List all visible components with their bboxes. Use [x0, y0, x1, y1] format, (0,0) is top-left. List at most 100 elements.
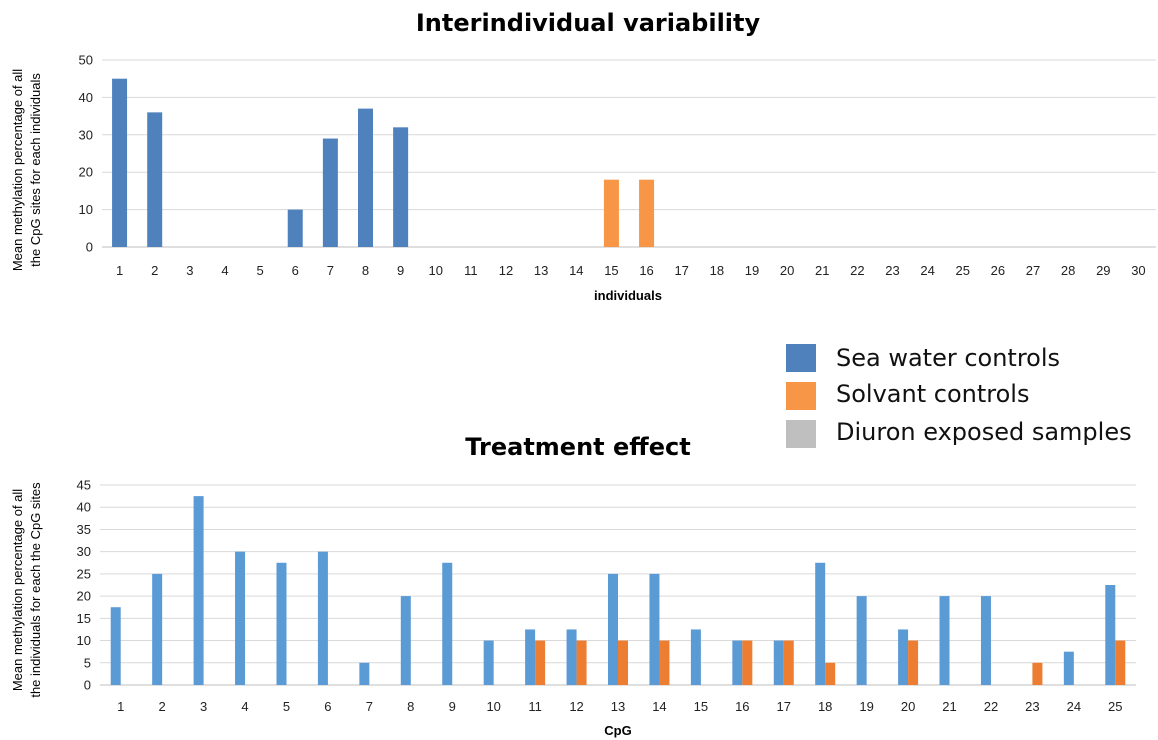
x-tick-label: 16 — [639, 263, 653, 278]
y-tick-label: 40 — [77, 500, 91, 515]
bar-solvant-controls-12 — [576, 640, 587, 685]
chart1-ylabel-line1: Mean methylation percentage of all — [10, 69, 25, 271]
x-tick-label: 12 — [499, 263, 513, 278]
chart2-y-ticks: 0 5 10 15 20 25 30 35 40 45 — [77, 478, 91, 693]
legend-swatch-sea-water — [786, 344, 816, 372]
y-tick-label: 35 — [77, 522, 91, 537]
x-tick-label: 26 — [991, 263, 1005, 278]
bar-solvant-controls-16 — [742, 640, 753, 685]
bar-sea-water-controls-12 — [566, 629, 577, 685]
x-tick-label: 17 — [674, 263, 688, 278]
x-tick-label: 10 — [429, 263, 443, 278]
y-tick-label: 30 — [77, 544, 91, 559]
x-tick-label: 22 — [984, 699, 998, 714]
y-tick-label: 10 — [77, 633, 91, 648]
bar-sea-water-controls-1 — [112, 78, 128, 247]
x-tick-label: 10 — [486, 699, 500, 714]
y-tick-label: 40 — [79, 90, 93, 105]
x-tick-label: 6 — [324, 699, 331, 714]
x-tick-label: 19 — [859, 699, 873, 714]
chart1-gridlines — [102, 59, 1156, 248]
x-tick-label: 20 — [901, 699, 915, 714]
y-tick-label: 0 — [84, 678, 91, 693]
x-tick-label: 4 — [241, 699, 248, 714]
bar-sea-water-controls-14 — [649, 573, 660, 685]
bar-solvant-controls-20 — [908, 640, 919, 685]
x-tick-label: 1 — [116, 263, 123, 278]
x-tick-label: 30 — [1131, 263, 1145, 278]
x-tick-label: 2 — [159, 699, 166, 714]
x-tick-label: 19 — [745, 263, 759, 278]
x-tick-label: 23 — [1025, 699, 1039, 714]
x-tick-label: 1 — [117, 699, 124, 714]
x-tick-label: 9 — [397, 263, 404, 278]
bar-sea-water-controls-1 — [110, 607, 121, 685]
bar-solvant-controls-15 — [603, 179, 619, 247]
y-tick-label: 15 — [77, 611, 91, 626]
bar-sea-water-controls-4 — [235, 551, 246, 685]
x-tick-label: 5 — [256, 263, 263, 278]
chart1-ylabel-line2: the CpG sites for each individuals — [28, 73, 43, 267]
y-tick-label: 20 — [79, 165, 93, 180]
bar-sea-water-controls-3 — [193, 496, 204, 685]
bar-sea-water-controls-22 — [980, 596, 991, 685]
x-tick-label: 20 — [780, 263, 794, 278]
y-tick-label: 0 — [86, 240, 93, 255]
chart2-ylabel-line1: Mean methylation percentage of all — [10, 489, 25, 691]
bar-sea-water-controls-25 — [1105, 585, 1116, 685]
bar-sea-water-controls-20 — [898, 629, 909, 685]
x-tick-label: 6 — [292, 263, 299, 278]
x-tick-label: 3 — [186, 263, 193, 278]
legend-label-sea-water: Sea water controls — [836, 344, 1060, 372]
x-tick-label: 12 — [569, 699, 583, 714]
bar-sea-water-controls-24 — [1063, 651, 1074, 685]
bar-sea-water-controls-2 — [152, 573, 163, 685]
y-tick-label: 10 — [79, 202, 93, 217]
y-tick-label: 50 — [79, 53, 93, 68]
x-tick-label: 8 — [407, 699, 414, 714]
chart1-xlabel: individuals — [594, 288, 662, 303]
x-tick-label: 14 — [569, 263, 583, 278]
chart2-ylabel-line2: the individuals for each the CpG sites — [28, 482, 43, 698]
chart1-title: Interindividual variability — [416, 9, 761, 37]
x-tick-label: 28 — [1061, 263, 1075, 278]
x-tick-label: 27 — [1026, 263, 1040, 278]
bar-sea-water-controls-15 — [690, 629, 701, 685]
x-tick-label: 2 — [151, 263, 158, 278]
x-tick-label: 8 — [362, 263, 369, 278]
x-tick-label: 24 — [920, 263, 934, 278]
bar-sea-water-controls-11 — [525, 629, 536, 685]
bar-sea-water-controls-8 — [358, 108, 373, 248]
chart2-xlabel: CpG — [604, 723, 631, 738]
x-tick-label: 23 — [885, 263, 899, 278]
legend-swatch-solvant — [786, 382, 816, 410]
chart1-bars — [112, 78, 655, 248]
x-tick-label: 14 — [652, 699, 666, 714]
x-tick-label: 18 — [818, 699, 832, 714]
bar-sea-water-controls-7 — [322, 138, 338, 247]
bar-sea-water-controls-9 — [442, 562, 453, 685]
bar-sea-water-controls-21 — [939, 596, 950, 685]
legend-label-solvant: Solvant controls — [836, 380, 1029, 408]
bar-solvant-controls-23 — [1032, 662, 1043, 685]
bar-sea-water-controls-18 — [815, 562, 826, 685]
bar-solvant-controls-14 — [659, 640, 670, 685]
x-tick-label: 25 — [956, 263, 970, 278]
bar-sea-water-controls-6 — [317, 551, 328, 685]
x-tick-label: 7 — [327, 263, 334, 278]
x-tick-label: 15 — [694, 699, 708, 714]
bar-sea-water-controls-7 — [359, 662, 370, 685]
y-tick-label: 5 — [84, 655, 91, 670]
chart1-y-ticks: 0 10 20 30 40 50 — [79, 53, 93, 255]
y-tick-label: 45 — [77, 478, 91, 493]
legend: Sea water controls Solvant controls Diur… — [786, 344, 1132, 448]
bar-sea-water-controls-17 — [773, 640, 784, 685]
bar-solvant-controls-17 — [783, 640, 794, 685]
bar-sea-water-controls-2 — [147, 112, 163, 247]
bar-sea-water-controls-9 — [393, 127, 409, 247]
x-tick-label: 4 — [221, 263, 228, 278]
x-tick-label: 11 — [528, 699, 542, 714]
x-tick-label: 16 — [735, 699, 749, 714]
